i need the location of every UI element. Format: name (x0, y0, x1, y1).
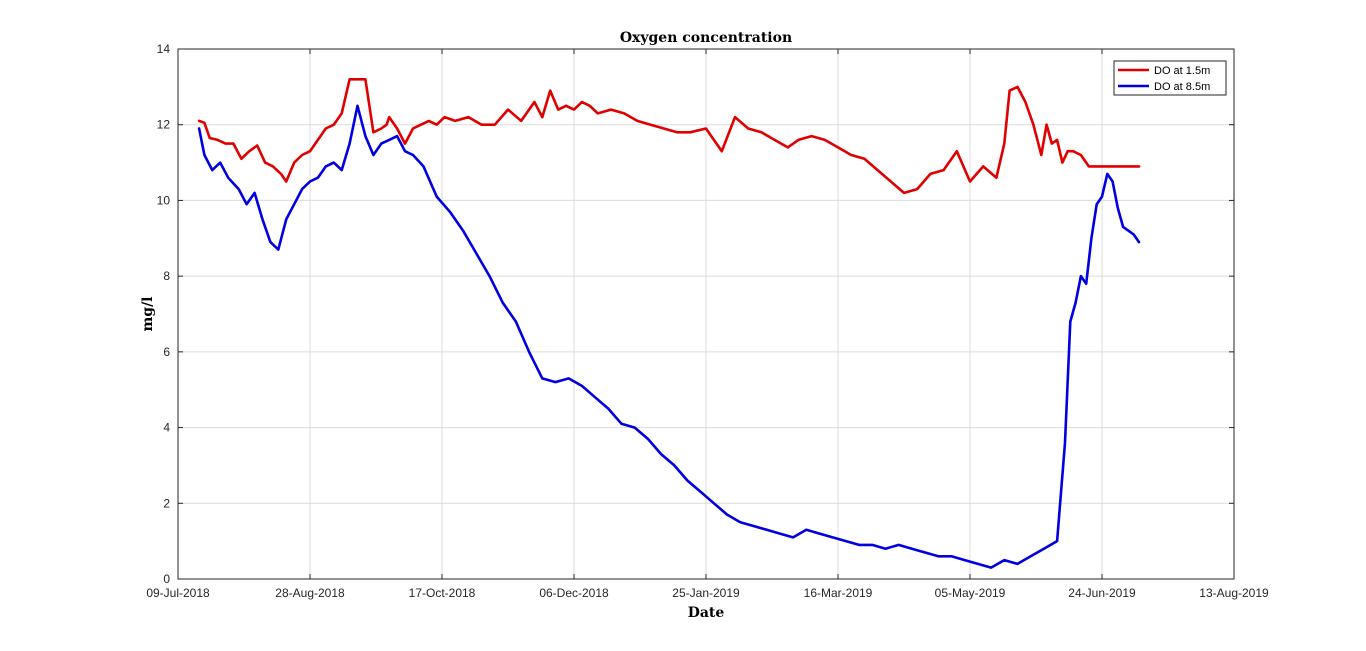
chart-title: Oxygen concentration (620, 30, 792, 46)
y-tick-label: 0 (163, 572, 170, 586)
y-tick-label: 6 (163, 345, 170, 359)
y-axis-label: mg/l (140, 296, 156, 331)
legend-entry-2: DO at 8.5m (1154, 81, 1210, 93)
x-tick-label: 24-Jun-2019 (1068, 586, 1136, 600)
y-tick-label: 8 (163, 269, 170, 283)
series-lines (197, 78, 1141, 569)
legend: DO at 1.5m DO at 8.5m (1113, 60, 1227, 96)
x-axis-label: Date (688, 605, 725, 621)
legend-box (1113, 60, 1227, 96)
legend-entry-1: DO at 1.5m (1154, 65, 1210, 77)
x-tick-label: 17-Oct-2018 (409, 586, 476, 600)
y-tick-label: 2 (163, 496, 170, 510)
y-tick-label: 4 (163, 421, 170, 435)
y-tick-label: 14 (157, 42, 171, 56)
x-tick-label: 06-Dec-2018 (539, 586, 609, 600)
y-tick-label: 10 (157, 193, 171, 207)
x-tick-label: 13-Aug-2019 (1199, 586, 1269, 600)
x-tick-label: 16-Mar-2019 (804, 586, 873, 600)
y-tick-label: 12 (157, 118, 171, 132)
axis-ticks: 09-Jul-2018 28-Aug-2018 17-Oct-2018 06-Dec-… (146, 42, 1269, 600)
x-tick-label: 05-May-2019 (935, 586, 1006, 600)
x-tick-label: 25-Jan-2019 (672, 586, 740, 600)
x-tick-label: 09-Jul-2018 (146, 586, 210, 600)
series-line-2 (197, 104, 1141, 569)
series-line-1 (197, 78, 1141, 195)
x-tick-label: 28-Aug-2018 (275, 586, 345, 600)
